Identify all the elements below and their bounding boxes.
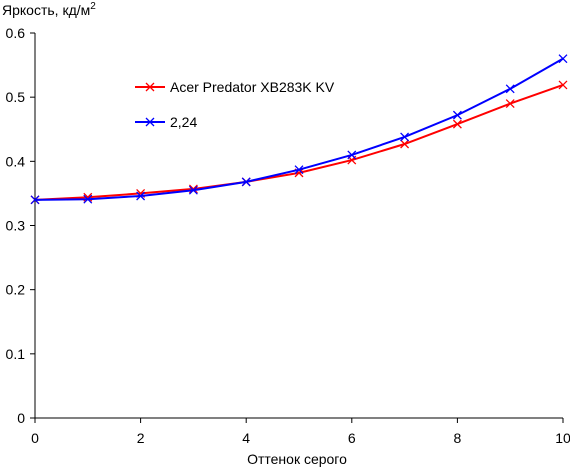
series-2-point	[558, 54, 568, 64]
series-1-point	[188, 184, 198, 194]
x-axis-title: Оттенок серого	[247, 451, 347, 467]
legend-marker-series-1	[145, 82, 155, 92]
y-tick-label: 0.2	[6, 282, 26, 298]
y-tick-label: 0	[17, 410, 25, 426]
legend: Acer Predator XB283K KV 2,24	[135, 79, 335, 130]
y-tick-label: 0.4	[6, 153, 26, 169]
series-2-point	[30, 195, 40, 205]
series-1-point	[400, 139, 410, 149]
series-2-point	[241, 177, 251, 187]
series-1-point	[558, 80, 568, 90]
series-2-point	[294, 165, 304, 175]
series-1-point	[505, 99, 515, 109]
legend-label-series-1: Acer Predator XB283K KV	[170, 79, 335, 95]
x-tick-label: 4	[242, 430, 250, 446]
x-tick-label: 8	[454, 430, 462, 446]
x-tick-label: 2	[137, 430, 145, 446]
series-2-point	[452, 110, 462, 120]
series-1-point	[452, 119, 462, 129]
ticks-layer: 0 0.1 0.2 0.3 0.4 0.5 0.6 0 2 4 6 8 10	[6, 25, 570, 446]
y-tick-label: 0.5	[6, 89, 26, 105]
x-tick-label: 10	[555, 430, 570, 446]
y-axis-title-superscript: 2	[90, 1, 96, 12]
series-2-point	[505, 84, 515, 94]
series-layer	[30, 54, 568, 205]
y-tick-label: 0.3	[6, 218, 26, 234]
y-tick-label: 0.6	[6, 25, 26, 41]
series-2-point	[83, 194, 93, 204]
series-2-point	[188, 185, 198, 195]
y-tick-label: 0.1	[6, 346, 26, 362]
x-tick-label: 0	[31, 430, 39, 446]
legend-label-series-2: 2,24	[170, 114, 197, 130]
series-2-point	[136, 191, 146, 201]
x-tick-label: 6	[348, 430, 356, 446]
series-2-point	[400, 132, 410, 142]
legend-marker-series-2	[145, 117, 155, 127]
series-2-point	[347, 150, 357, 160]
y-axis-title: Яркость, кд/м2	[2, 1, 96, 18]
